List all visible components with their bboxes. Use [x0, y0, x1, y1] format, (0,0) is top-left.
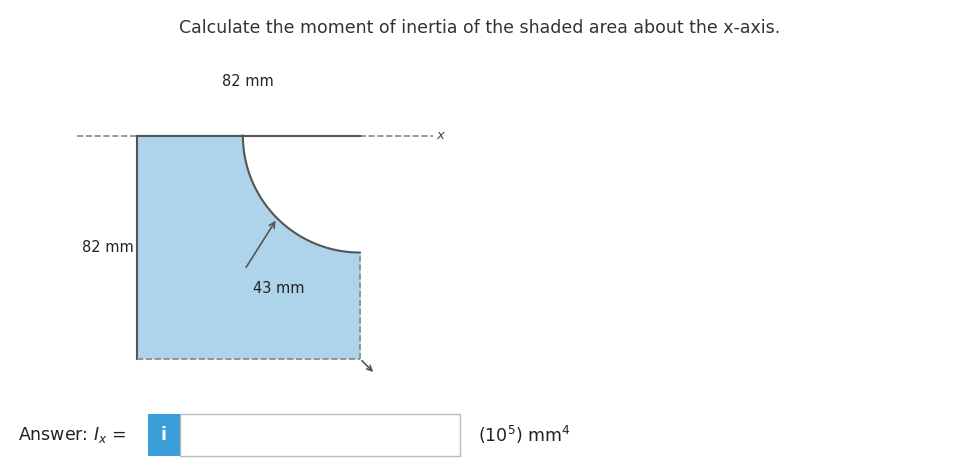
FancyBboxPatch shape	[148, 414, 180, 456]
FancyBboxPatch shape	[180, 414, 460, 456]
Polygon shape	[136, 135, 360, 359]
Text: Calculate the moment of inertia of the shaded area about the x-axis.: Calculate the moment of inertia of the s…	[180, 19, 780, 37]
Text: 43 mm: 43 mm	[252, 281, 304, 296]
Text: $(10^5)$ mm$^4$: $(10^5)$ mm$^4$	[478, 423, 570, 446]
Text: 82 mm: 82 mm	[83, 240, 134, 255]
Text: x: x	[436, 129, 444, 142]
Text: Answer: $I_x$ =: Answer: $I_x$ =	[18, 425, 127, 445]
Text: i: i	[161, 426, 167, 444]
Text: 82 mm: 82 mm	[223, 74, 275, 89]
